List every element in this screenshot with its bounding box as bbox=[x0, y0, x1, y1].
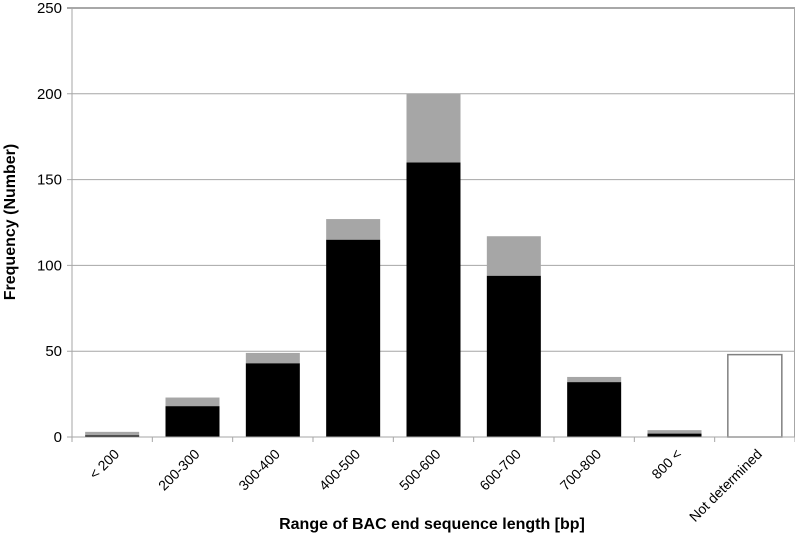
x-category-label: 600-700 bbox=[476, 446, 524, 494]
bar-segment bbox=[245, 363, 300, 437]
bar-segment bbox=[406, 162, 461, 437]
y-axis-ticks: 0 50 100 150 200 250 bbox=[37, 0, 62, 446]
x-category-label: 700-800 bbox=[557, 446, 605, 494]
bar-segment bbox=[326, 219, 381, 240]
bar-segment bbox=[245, 352, 300, 364]
x-axis-category-labels: < 200 200-300 300-400 400-500 500-600 600-700… bbox=[86, 446, 765, 525]
bar-segment bbox=[85, 431, 140, 436]
y-tick-label: 250 bbox=[37, 0, 62, 17]
y-tick-label: 100 bbox=[37, 257, 62, 274]
x-category-label: 500-600 bbox=[396, 446, 444, 494]
x-category-label: 200-300 bbox=[155, 446, 203, 494]
bar-segment bbox=[567, 382, 622, 437]
y-tick-label: 150 bbox=[37, 172, 62, 189]
y-axis-title: Frequency (Number) bbox=[2, 144, 19, 300]
x-category-label: < 200 bbox=[86, 446, 123, 483]
y-tick-label: 0 bbox=[54, 429, 62, 446]
bar-segment bbox=[486, 275, 541, 437]
x-axis-title: Range of BAC end sequence length [bp] bbox=[279, 516, 585, 533]
x-category-label: 400-500 bbox=[316, 446, 364, 494]
bar-segment bbox=[486, 236, 541, 276]
bar-segment bbox=[567, 376, 622, 383]
bar-segment bbox=[727, 353, 783, 438]
x-category-label: 800 < bbox=[648, 446, 684, 482]
bar-segment bbox=[326, 239, 381, 437]
bar-segment bbox=[85, 435, 140, 437]
bars bbox=[85, 93, 783, 438]
bar-segment bbox=[165, 397, 220, 407]
y-tick-label: 50 bbox=[45, 343, 62, 360]
bar-segment bbox=[647, 433, 702, 437]
bar-segment bbox=[647, 430, 702, 434]
x-category-label: 300-400 bbox=[235, 446, 283, 494]
bar-segment bbox=[406, 93, 461, 163]
x-category-label: Not determined bbox=[686, 446, 765, 525]
bar-segment bbox=[165, 406, 220, 437]
y-tick-label: 200 bbox=[37, 86, 62, 103]
